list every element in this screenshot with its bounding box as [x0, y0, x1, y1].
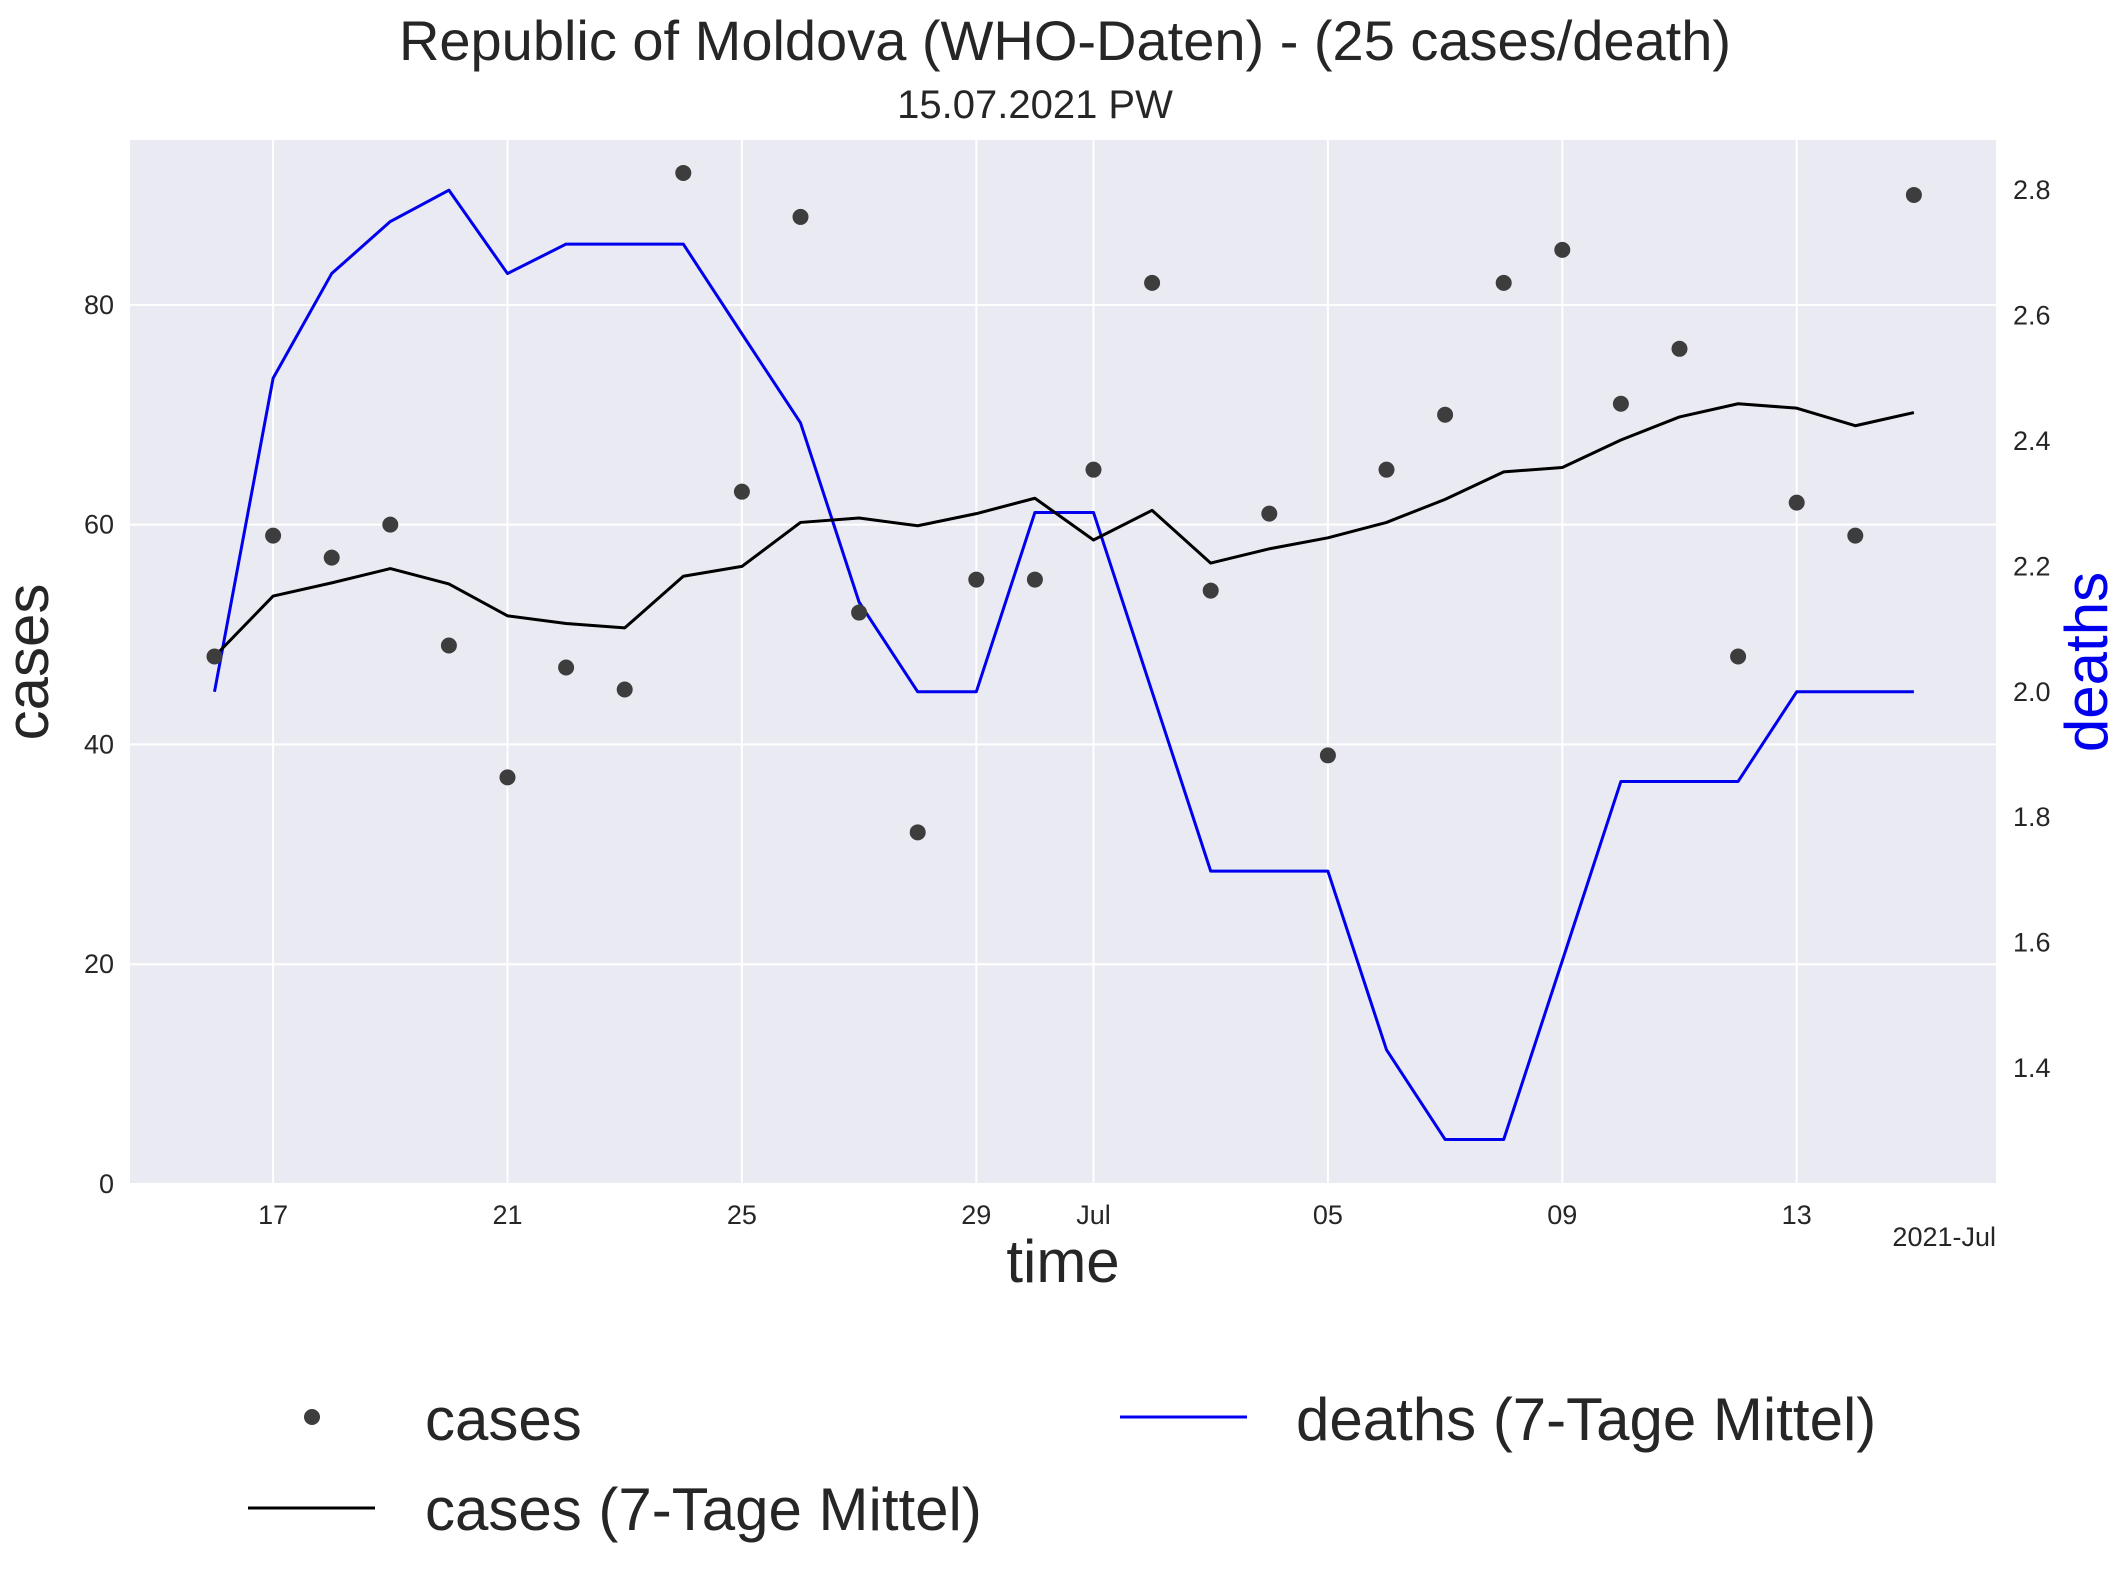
- y-tick-label-left: 80: [84, 290, 114, 320]
- y-tick-label-right: 2.2: [2013, 551, 2051, 581]
- cases-point: [1554, 241, 1571, 258]
- cases-7day-avg-line: [213, 402, 1915, 658]
- series-layer: [206, 164, 1922, 1141]
- legend-marker-cases: [304, 1409, 320, 1425]
- cases-point: [440, 637, 457, 654]
- plot-area: [130, 140, 1996, 1184]
- cases-point: [616, 681, 633, 698]
- y-tick-label-right: 1.6: [2013, 928, 2051, 958]
- chart-subtitle: 15.07.2021 PW: [897, 83, 1173, 127]
- cases-point: [265, 527, 282, 544]
- cases-point: [1202, 582, 1219, 599]
- y-tick-label-right: 2.8: [2013, 175, 2051, 205]
- y-tick-label-right: 1.4: [2013, 1053, 2051, 1083]
- y-tick-label-right: 1.8: [2013, 802, 2051, 832]
- deaths-7day-avg-line: [213, 188, 1914, 1141]
- cases-point: [1905, 186, 1922, 203]
- x-tick-label: 13: [1782, 1200, 1812, 1230]
- cases-point: [1847, 527, 1864, 544]
- x-tick-labels: 17 21 25 29 Jul 05 09 13: [258, 1200, 1812, 1230]
- cases-point: [733, 483, 750, 500]
- cases-point: [499, 769, 516, 786]
- cases-point: [558, 659, 575, 676]
- cases-point: [909, 824, 926, 841]
- y-tick-label-left: 40: [84, 729, 114, 759]
- cases-point: [1788, 494, 1805, 511]
- right-y-tick-labels: 1.4 1.6 1.8 2.0 2.2 2.4 2.6 2.8: [2013, 175, 2051, 1083]
- left-y-tick-labels: 0 20 40 60 80: [84, 290, 114, 1199]
- x-tick-label: 25: [727, 1200, 757, 1230]
- cases-point: [1261, 505, 1278, 522]
- cases-point: [1730, 648, 1747, 665]
- legend-label-deaths-avg: deaths (7-Tage Mittel): [1296, 1386, 1876, 1453]
- chart-title: Republic of Moldova (WHO-Daten) - (25 ca…: [399, 9, 1731, 72]
- x-offset-label: 2021-Jul: [1892, 1222, 1996, 1252]
- y-axis-label-right: deaths: [2053, 572, 2120, 752]
- y-tick-label-right: 2.0: [2013, 677, 2051, 707]
- cases-point: [1144, 274, 1161, 291]
- cases-point: [1495, 274, 1512, 291]
- cases-point: [323, 549, 340, 566]
- x-tick-label: 17: [258, 1200, 288, 1230]
- legend-label-cases-avg: cases (7-Tage Mittel): [425, 1476, 982, 1543]
- cases-point: [1026, 571, 1043, 588]
- legend: cases cases (7-Tage Mittel) deaths (7-Ta…: [248, 1386, 1876, 1543]
- x-tick-label: 29: [961, 1200, 991, 1230]
- y-tick-label-left: 60: [84, 510, 114, 540]
- cases-point: [1378, 461, 1395, 478]
- x-tick-label: Jul: [1076, 1200, 1111, 1230]
- cases-point: [1319, 747, 1336, 764]
- x-axis-label: time: [1006, 1228, 1119, 1295]
- cases-point: [968, 571, 985, 588]
- cases-point: [1671, 340, 1688, 357]
- cases-point: [675, 164, 692, 181]
- x-gridlines: [272, 140, 1798, 1184]
- x-tick-label: 09: [1547, 1200, 1577, 1230]
- cases-point: [382, 516, 399, 533]
- cases-point: [1612, 395, 1629, 412]
- y-tick-label-left: 20: [84, 949, 114, 979]
- x-tick-label: 21: [492, 1200, 522, 1230]
- cases-point: [851, 604, 868, 621]
- y-tick-label-left: 0: [99, 1169, 114, 1199]
- cases-point: [1085, 461, 1102, 478]
- x-tick-label: 05: [1313, 1200, 1343, 1230]
- cases-point: [792, 208, 809, 225]
- cases-point: [1437, 406, 1454, 423]
- legend-label-cases: cases: [425, 1386, 582, 1453]
- cases-point: [206, 648, 223, 665]
- y-axis-label-left: cases: [0, 584, 61, 741]
- y-tick-label-right: 2.4: [2013, 426, 2051, 456]
- y-gridlines: [130, 303, 1996, 1185]
- y-tick-label-right: 2.6: [2013, 301, 2051, 331]
